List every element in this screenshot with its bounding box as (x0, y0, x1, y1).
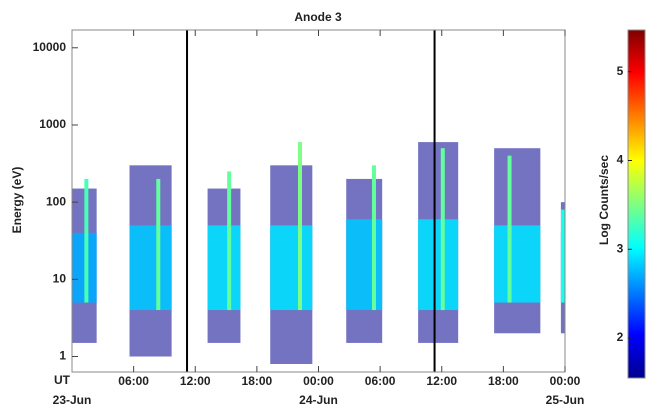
burst-spike (440, 148, 445, 311)
burst-spike (84, 178, 89, 303)
burst-core (72, 232, 97, 303)
x-tick-label: 06:00 (118, 374, 149, 388)
burst-spike (560, 209, 565, 303)
colorbar-tick-label: 3 (617, 241, 624, 255)
burst-spike (371, 165, 376, 311)
x-tick-label: 00:00 (550, 374, 581, 388)
burst-core (270, 225, 313, 311)
burst-spike (507, 155, 512, 303)
burst-core (207, 225, 241, 311)
burst-core (346, 219, 383, 311)
x-tick-label: 12:00 (180, 374, 211, 388)
burst-core (418, 219, 459, 311)
colorbar-label: Log Counts/sec (597, 155, 611, 245)
burst-spike (298, 142, 303, 311)
colorbar-tick-label: 4 (617, 153, 624, 167)
colorbar-tick-label: 5 (617, 64, 624, 78)
y-tick-label: 10 (53, 272, 67, 286)
x-tick-label: 18:00 (488, 374, 519, 388)
x-date-label: 25-Jun (546, 393, 585, 407)
y-axis-label: Energy (eV) (10, 167, 24, 234)
x-date-label: 23-Jun (53, 393, 92, 407)
burst-core (494, 225, 541, 303)
chart-title: Anode 3 (294, 10, 342, 24)
x-axis-label: UT (54, 373, 71, 387)
burst-spike (227, 171, 232, 311)
y-tick-label: 1 (59, 349, 66, 363)
x-tick-label: 18:00 (242, 374, 273, 388)
x-tick-label: 12:00 (426, 374, 457, 388)
y-tick-label: 1000 (39, 117, 66, 131)
y-tick-label: 10000 (33, 40, 67, 54)
colorbar-tick-label: 2 (617, 330, 624, 344)
colorbar (627, 29, 646, 379)
burst-core (129, 225, 172, 311)
x-date-label: 24-Jun (299, 393, 338, 407)
x-tick-label: 06:00 (365, 374, 396, 388)
y-tick-label: 100 (46, 194, 66, 208)
burst-spike (156, 178, 161, 311)
x-tick-label: 00:00 (303, 374, 334, 388)
